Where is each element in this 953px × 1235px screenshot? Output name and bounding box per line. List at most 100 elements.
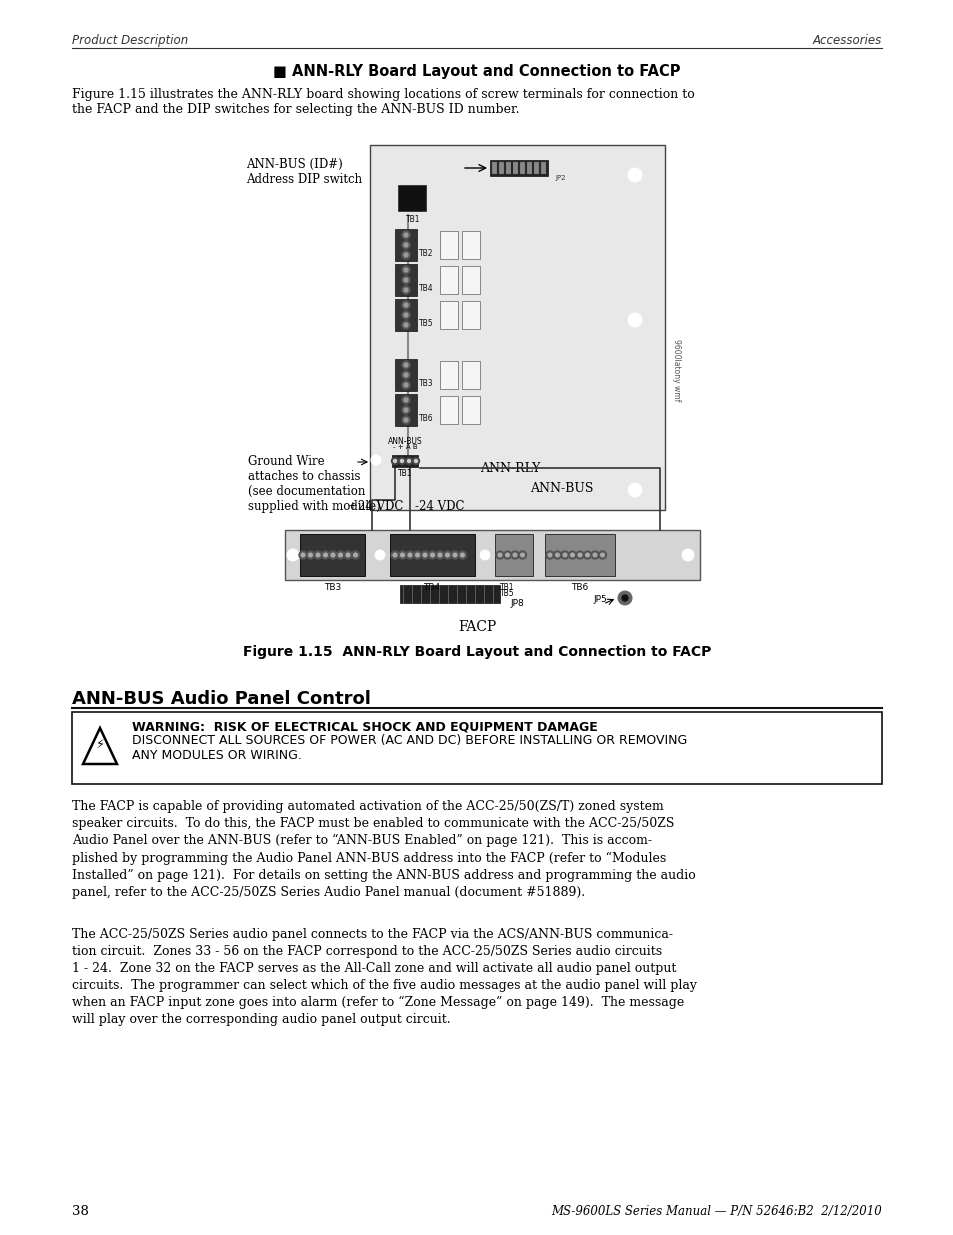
Circle shape bbox=[453, 553, 456, 557]
Circle shape bbox=[403, 243, 408, 247]
Circle shape bbox=[451, 551, 458, 559]
Circle shape bbox=[576, 551, 583, 559]
Circle shape bbox=[423, 553, 426, 557]
Circle shape bbox=[412, 457, 419, 464]
Text: TB3: TB3 bbox=[418, 379, 434, 388]
Circle shape bbox=[513, 553, 517, 557]
Circle shape bbox=[600, 553, 603, 557]
Circle shape bbox=[553, 551, 561, 559]
Bar bbox=[498, 162, 503, 174]
Circle shape bbox=[401, 266, 410, 274]
Bar bbox=[395, 359, 416, 391]
Text: Ground Wire
attaches to chassis
(see documentation
supplied with module): Ground Wire attaches to chassis (see doc… bbox=[248, 454, 380, 513]
Circle shape bbox=[336, 551, 344, 559]
Circle shape bbox=[518, 551, 526, 559]
Text: Accessories: Accessories bbox=[812, 35, 882, 47]
Circle shape bbox=[401, 251, 410, 259]
Circle shape bbox=[401, 370, 410, 379]
Bar bbox=[399, 585, 499, 603]
Bar bbox=[285, 530, 700, 580]
Bar bbox=[495, 534, 533, 576]
Text: TB5: TB5 bbox=[499, 589, 514, 598]
Circle shape bbox=[408, 553, 412, 557]
Bar bbox=[395, 228, 416, 261]
Bar bbox=[519, 162, 524, 174]
Circle shape bbox=[545, 551, 554, 559]
Circle shape bbox=[403, 233, 408, 237]
Circle shape bbox=[443, 551, 451, 559]
Circle shape bbox=[458, 551, 466, 559]
Circle shape bbox=[406, 551, 414, 559]
Text: Figure 1.15 illustrates the ANN-RLY board showing locations of screw terminals f: Figure 1.15 illustrates the ANN-RLY boar… bbox=[71, 88, 694, 116]
Text: TB6: TB6 bbox=[418, 414, 434, 424]
Bar bbox=[490, 161, 547, 177]
Circle shape bbox=[401, 231, 410, 240]
Circle shape bbox=[520, 553, 524, 557]
Circle shape bbox=[401, 310, 410, 320]
Circle shape bbox=[400, 553, 404, 557]
Circle shape bbox=[585, 553, 589, 557]
Bar bbox=[392, 454, 417, 467]
Circle shape bbox=[346, 553, 350, 557]
Text: - + A B: - + A B bbox=[393, 445, 416, 450]
Circle shape bbox=[301, 553, 304, 557]
Bar bbox=[395, 264, 416, 296]
Text: ANN-BUS: ANN-BUS bbox=[387, 437, 422, 446]
Circle shape bbox=[306, 551, 314, 559]
Circle shape bbox=[315, 553, 319, 557]
Circle shape bbox=[371, 454, 380, 466]
Circle shape bbox=[403, 408, 408, 412]
Circle shape bbox=[593, 553, 597, 557]
Circle shape bbox=[403, 303, 408, 308]
Circle shape bbox=[562, 553, 566, 557]
Bar bbox=[439, 301, 457, 329]
Circle shape bbox=[403, 253, 408, 257]
Circle shape bbox=[403, 278, 408, 282]
Circle shape bbox=[391, 457, 398, 464]
Text: TB4: TB4 bbox=[423, 583, 440, 592]
Circle shape bbox=[627, 168, 641, 182]
Circle shape bbox=[555, 553, 558, 557]
Text: TB1: TB1 bbox=[499, 583, 514, 592]
Circle shape bbox=[403, 312, 408, 317]
Text: WARNING:  RISK OF ELECTRICAL SHOCK AND EQUIPMENT DAMAGE: WARNING: RISK OF ELECTRICAL SHOCK AND EQ… bbox=[132, 720, 598, 734]
Circle shape bbox=[583, 551, 591, 559]
Bar bbox=[540, 162, 545, 174]
Circle shape bbox=[578, 553, 581, 557]
Circle shape bbox=[403, 398, 408, 403]
Bar bbox=[544, 534, 615, 576]
Text: ANN-BUS Audio Panel Control: ANN-BUS Audio Panel Control bbox=[71, 690, 371, 708]
Text: 9600latony wmf: 9600latony wmf bbox=[671, 338, 680, 401]
Text: +24 VDC: +24 VDC bbox=[348, 500, 403, 513]
Circle shape bbox=[405, 457, 412, 464]
Text: TB6: TB6 bbox=[571, 583, 588, 592]
Circle shape bbox=[428, 551, 436, 559]
Bar bbox=[526, 162, 532, 174]
Text: -24 VDC: -24 VDC bbox=[415, 500, 464, 513]
Circle shape bbox=[503, 551, 511, 559]
Bar bbox=[439, 231, 457, 259]
Circle shape bbox=[309, 553, 312, 557]
Circle shape bbox=[497, 553, 501, 557]
Circle shape bbox=[627, 312, 641, 327]
Bar bbox=[395, 394, 416, 426]
Circle shape bbox=[398, 551, 406, 559]
Circle shape bbox=[375, 550, 385, 559]
Circle shape bbox=[403, 288, 408, 291]
Bar bbox=[492, 162, 497, 174]
Circle shape bbox=[598, 551, 606, 559]
Circle shape bbox=[401, 300, 410, 310]
Circle shape bbox=[321, 551, 329, 559]
Bar bbox=[397, 185, 426, 211]
Circle shape bbox=[351, 551, 359, 559]
Circle shape bbox=[401, 275, 410, 284]
Circle shape bbox=[401, 395, 410, 405]
Circle shape bbox=[393, 553, 396, 557]
Circle shape bbox=[560, 551, 568, 559]
Circle shape bbox=[403, 268, 408, 272]
Circle shape bbox=[403, 373, 408, 377]
Bar bbox=[534, 162, 538, 174]
Text: FACP: FACP bbox=[457, 620, 496, 634]
Circle shape bbox=[445, 553, 449, 557]
Circle shape bbox=[401, 241, 410, 249]
